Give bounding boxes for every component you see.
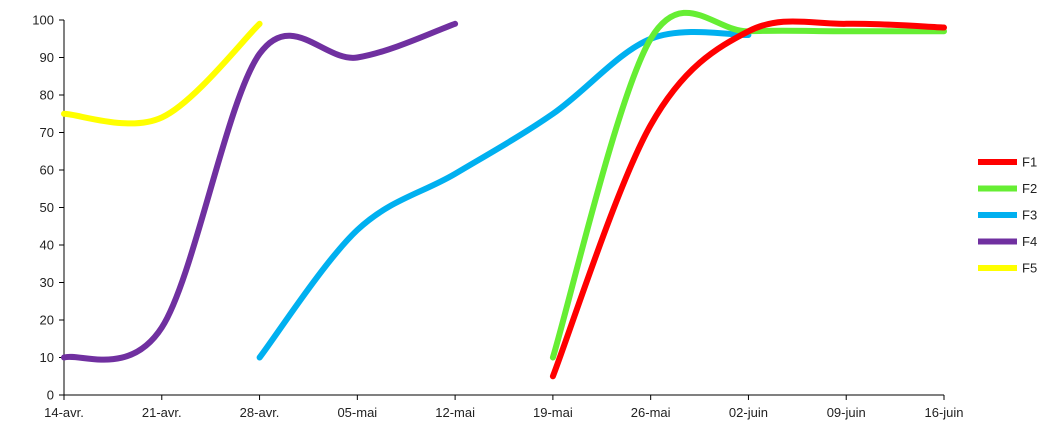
y-tick-label: 20 [40, 313, 54, 328]
x-tick-label: 28-avr. [240, 405, 280, 420]
y-tick-label: 10 [40, 350, 54, 365]
x-tick-label: 21-avr. [142, 405, 182, 420]
series-line-f5 [61, 20, 263, 127]
series-line-f4 [61, 20, 459, 363]
legend-label-f5: F5 [1022, 261, 1037, 276]
x-tick-label: 05-mai [337, 405, 377, 420]
axes: 0 10 20 30 40 50 60 70 80 90 100 14-avr. 21-avr. 28-a… [32, 13, 963, 421]
y-tick-label: 100 [32, 13, 54, 28]
y-tick-label: 90 [40, 50, 54, 65]
series-line-f3 [256, 28, 752, 361]
legend-label-f3: F3 [1022, 208, 1037, 223]
y-tick-label: 30 [40, 275, 54, 290]
x-tick-label: 19-mai [533, 405, 573, 420]
x-tick-label: 26-mai [631, 405, 671, 420]
y-tick-label: 0 [47, 388, 54, 403]
y-tick-label: 50 [40, 200, 54, 215]
y-tick-label: 60 [40, 163, 54, 178]
x-tick-label: 12-mai [435, 405, 475, 420]
x-tick-label: 14-avr. [44, 405, 84, 420]
legend-label-f4: F4 [1022, 234, 1037, 249]
y-tick-label: 80 [40, 88, 54, 103]
series-line-f1 [549, 18, 947, 380]
series-lines [61, 9, 947, 380]
y-tick-label: 40 [40, 238, 54, 253]
series-line-f2 [549, 9, 947, 361]
x-tick-label: 16-juin [924, 405, 963, 420]
x-tick-label: 09-juin [827, 405, 866, 420]
x-tick-label: 02-juin [729, 405, 768, 420]
legend: F1 F2 F3 F4 F5 [978, 155, 1037, 276]
legend-label-f1: F1 [1022, 155, 1037, 170]
legend-label-f2: F2 [1022, 181, 1037, 196]
y-tick-label: 70 [40, 125, 54, 140]
